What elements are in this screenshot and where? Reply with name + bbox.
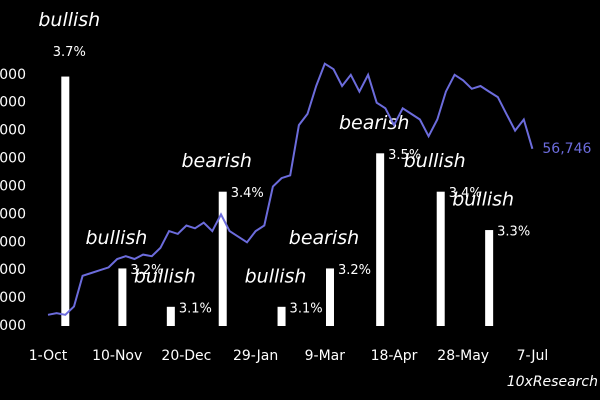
bar-value-label: 3.1%	[290, 301, 323, 316]
bar-annotation: bullish	[38, 9, 100, 31]
bar-annotation: bullish	[134, 265, 196, 287]
watermark: 10xResearch	[507, 374, 598, 390]
y-tick-label: 65,000	[0, 95, 26, 111]
end-value-label: 56,746	[542, 141, 591, 157]
bar	[61, 76, 70, 326]
y-tick-label: 40,000	[0, 234, 26, 250]
x-tick-label: 7-Jul	[517, 348, 549, 364]
bar	[485, 230, 494, 326]
bar-annotation: bullish	[245, 265, 307, 287]
bar	[218, 191, 227, 326]
x-tick-label: 29-Jan	[233, 348, 278, 364]
x-tick-label: 18-Apr	[371, 348, 418, 364]
bar-annotation: bullish	[85, 227, 147, 249]
x-tick-label: 10-Nov	[92, 348, 142, 364]
bar-value-label: 3.3%	[497, 225, 530, 240]
bar	[376, 153, 385, 326]
x-tick-label: 20-Dec	[161, 348, 211, 364]
y-tick-label: 60,000	[0, 123, 26, 139]
y-tick-label: 55,000	[0, 151, 26, 167]
bar	[166, 306, 175, 326]
bar-annotation: bearish	[289, 227, 359, 249]
x-tick-label: 1-Oct	[29, 348, 68, 364]
x-tick-label: 28-May	[437, 348, 489, 364]
bar	[325, 268, 334, 326]
bar	[277, 306, 286, 326]
bar-value-label: 3.4%	[449, 186, 482, 201]
bar-value-label: 3.1%	[179, 301, 212, 316]
bar	[118, 268, 127, 326]
y-tick-label: 30,000	[0, 290, 26, 306]
bar-value-label: 3.5%	[388, 148, 421, 163]
bar-annotation: bullish	[404, 150, 466, 172]
bar-annotation: bearish	[339, 112, 409, 134]
bar-value-label: 3.2%	[338, 263, 371, 278]
y-tick-label: 35,000	[0, 262, 26, 278]
bar-value-label: 3.2%	[130, 263, 163, 278]
y-tick-label: 50,000	[0, 178, 26, 194]
y-tick-label: 45,000	[0, 206, 26, 222]
bar-value-label: 3.7%	[53, 45, 86, 60]
bar	[436, 191, 445, 326]
y-tick-label: 70,000	[0, 67, 26, 83]
price-line	[47, 62, 534, 316]
bar-annotation: bullish	[452, 189, 514, 211]
bar-value-label: 3.4%	[231, 186, 264, 201]
x-tick-label: 9-Mar	[305, 348, 346, 364]
bar-annotation: bearish	[182, 150, 252, 172]
y-tick-label: 25,000	[0, 318, 26, 334]
